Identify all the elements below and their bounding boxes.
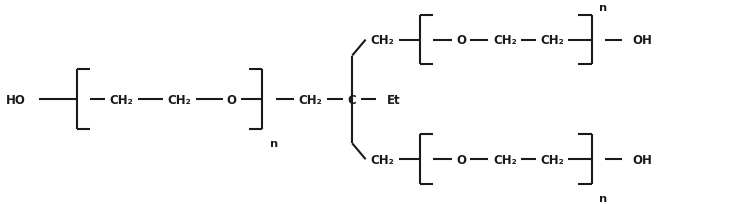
Text: OH: OH xyxy=(632,153,652,166)
Text: CH₂: CH₂ xyxy=(540,153,564,166)
Text: CH₂: CH₂ xyxy=(110,93,134,106)
Text: Et: Et xyxy=(388,93,401,106)
Text: n: n xyxy=(599,3,608,13)
Text: n: n xyxy=(599,193,608,203)
Text: CH₂: CH₂ xyxy=(370,153,394,166)
Text: CH₂: CH₂ xyxy=(167,93,192,106)
Text: CH₂: CH₂ xyxy=(493,34,517,47)
Text: CH₂: CH₂ xyxy=(370,34,394,47)
Text: CH₂: CH₂ xyxy=(493,153,517,166)
Text: HO: HO xyxy=(6,93,26,106)
Text: C: C xyxy=(348,93,357,106)
Text: n: n xyxy=(270,139,278,149)
Text: CH₂: CH₂ xyxy=(298,93,322,106)
Text: O: O xyxy=(457,34,466,47)
Text: CH₂: CH₂ xyxy=(540,34,564,47)
Text: OH: OH xyxy=(632,34,652,47)
Text: O: O xyxy=(227,93,237,106)
Text: O: O xyxy=(457,153,466,166)
